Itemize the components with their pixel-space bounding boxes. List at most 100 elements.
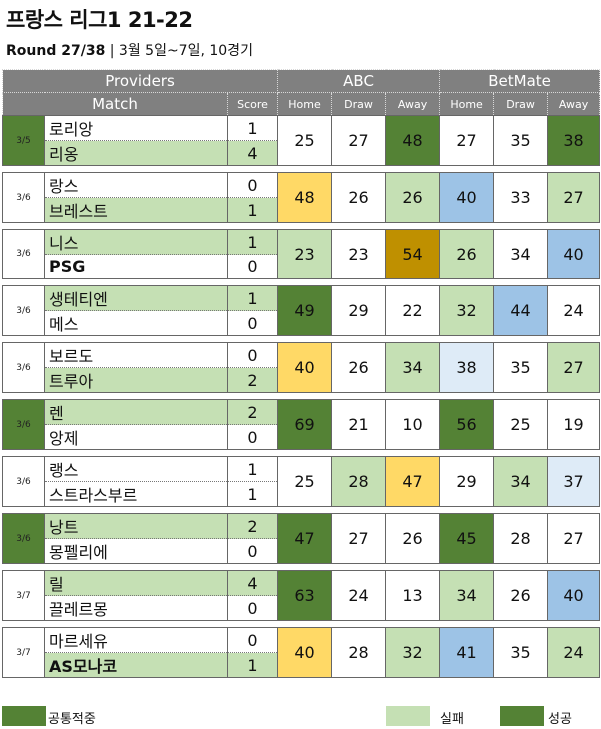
away-team: 메스 [44,310,228,336]
abc-home-pct: 69 [277,399,333,450]
legend-label-fail: 실패 [440,712,464,727]
header-bm-draw: Draw [493,92,549,116]
match-row-away: AS모나코 1 [3,652,600,678]
betmate-away-pct: 27 [547,342,601,393]
away-score: 1 [226,652,279,678]
betmate-home-pct: 26 [439,229,495,279]
match-row: 3/6 랑스 0 48 26 26 40 33 27 [2,172,601,223]
home-team: 니스 [44,229,228,255]
match-row: 3/6 랭스 1 25 28 47 29 34 37 [2,456,601,507]
away-team: 끌레르몽 [44,595,228,621]
row-spacer [2,563,600,571]
away-score: 0 [226,595,279,621]
row-spacer-cell [2,222,600,230]
row-spacer [2,335,600,343]
row-spacer-cell [2,278,600,286]
betmate-draw-pct: 26 [493,570,549,621]
betmate-home-pct: 32 [439,285,495,336]
home-team: 보르도 [44,342,228,368]
betmate-away-pct: 27 [547,172,601,223]
abc-home-pct: 47 [277,513,333,564]
betmate-home-pct: 27 [439,115,495,166]
betmate-home-pct: 38 [439,342,495,393]
match-row-away: PSG 0 [3,254,600,279]
abc-away-pct: 48 [385,115,441,166]
betmate-away-pct: 24 [547,285,601,336]
betmate-away-pct: 27 [547,513,601,564]
away-score: 1 [226,481,279,507]
away-team: 몽펠리에 [44,538,228,564]
legend-swatch-all-hit [2,706,46,726]
away-score: 0 [226,538,279,564]
abc-home-pct: 63 [277,570,333,621]
betmate-home-pct: 45 [439,513,495,564]
match-row: 3/6 생테티엔 1 49 29 22 32 44 24 [2,285,601,336]
row-spacer-cell [2,335,600,343]
home-team: 렌 [44,399,228,425]
abc-away-pct: 10 [385,399,441,450]
home-team: 랭스 [44,456,228,482]
away-team: 리옹 [44,140,228,166]
abc-home-pct: 25 [277,456,333,507]
away-team: 트루아 [44,367,228,393]
match-row: 3/6 렌 2 69 21 10 56 25 19 [2,399,601,450]
round-info: Round 27/38 | 3월 5일~7일, 10경기 [6,40,253,60]
home-score: 0 [226,627,279,653]
abc-draw-pct: 24 [331,570,387,621]
header-score: Score [226,92,279,116]
home-score: 2 [226,399,279,425]
match-date: 3/7 [2,570,45,621]
abc-draw-pct: 27 [331,513,387,564]
abc-draw-pct: 23 [331,229,387,279]
match-date: 3/6 [2,456,45,507]
row-spacer [2,449,600,457]
abc-away-pct: 54 [385,229,441,279]
row-spacer [2,222,600,230]
header-match: Match [2,92,228,116]
betmate-away-pct: 19 [547,399,601,450]
row-spacer-cell [2,620,600,628]
away-score: 1 [226,197,279,223]
row-spacer [2,165,600,173]
home-team: 생테티엔 [44,285,228,311]
away-score: 0 [226,424,279,450]
row-spacer [2,506,600,514]
match-date: 3/7 [2,627,45,678]
match-date: 3/6 [2,285,45,336]
abc-away-pct: 26 [385,172,441,223]
betmate-away-pct: 37 [547,456,601,507]
betmate-home-pct: 34 [439,570,495,621]
away-team: 브레스트 [44,197,228,223]
abc-home-pct: 48 [277,172,333,223]
legend-swatch-success [500,706,544,726]
abc-home-pct: 49 [277,285,333,336]
home-team: 랑스 [44,172,228,198]
abc-away-pct: 26 [385,513,441,564]
betmate-away-pct: 38 [547,115,601,166]
abc-draw-pct: 26 [331,342,387,393]
away-team: 앙제 [44,424,228,450]
betmate-draw-pct: 34 [493,229,549,279]
betmate-home-pct: 41 [439,627,495,678]
header-providers: Providers [1,69,279,93]
abc-away-pct: 32 [385,627,441,678]
abc-draw-pct: 26 [331,172,387,223]
abc-draw-pct: 28 [331,627,387,678]
page-title: 프랑스 리그1 21-22 [6,8,193,32]
match-row-away: 리옹 4 [3,140,600,166]
away-score: 4 [226,140,279,166]
legend-label-success: 성공 [548,712,572,727]
prediction-table: Providers ABC BetMate Match Score Home D… [1,69,601,678]
legend-label-all-hit: 공통적중 [48,712,96,727]
header-abc: ABC [277,69,441,93]
row-spacer-cell [2,506,600,514]
round-number: Round 27/38 [6,43,106,59]
home-score: 0 [226,342,279,368]
home-score: 0 [226,172,279,198]
home-team: 마르세유 [44,627,228,653]
betmate-draw-pct: 35 [493,115,549,166]
abc-home-pct: 40 [277,627,333,678]
abc-draw-pct: 28 [331,456,387,507]
away-team: PSG [44,254,228,279]
header-abc-home: Home [277,92,333,116]
